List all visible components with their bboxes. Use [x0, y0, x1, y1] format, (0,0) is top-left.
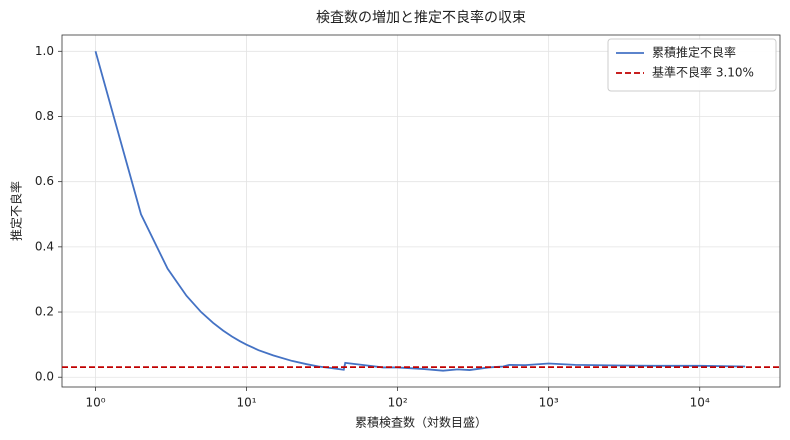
x-tick-label: 10²	[388, 396, 408, 410]
y-tick-label: 0.0	[35, 370, 54, 384]
y-tick-label: 0.6	[35, 174, 54, 188]
legend-box	[607, 38, 777, 92]
x-axis-label: 累積検査数（対数目盛）	[355, 415, 487, 430]
y-tick-label: 0.2	[35, 305, 54, 319]
legend-label: 基準不良率 3.10%	[652, 65, 754, 80]
x-tick-label: 10⁴	[690, 396, 710, 410]
x-tick-label: 10³	[539, 396, 559, 410]
plot-frame	[61, 34, 781, 388]
y-tick-label: 1.0	[35, 44, 54, 58]
y-axis-label: 推定不良率	[9, 181, 24, 241]
chart-title: 検査数の増加と推定不良率の収束	[316, 9, 526, 26]
legend-label: 累積推定不良率	[652, 45, 736, 60]
x-tick-label: 10¹	[237, 396, 257, 410]
x-tick-label: 10⁰	[85, 396, 105, 410]
data-line	[94, 51, 746, 372]
y-tick-label: 0.8	[35, 109, 54, 123]
y-tick-label: 0.4	[35, 239, 54, 253]
